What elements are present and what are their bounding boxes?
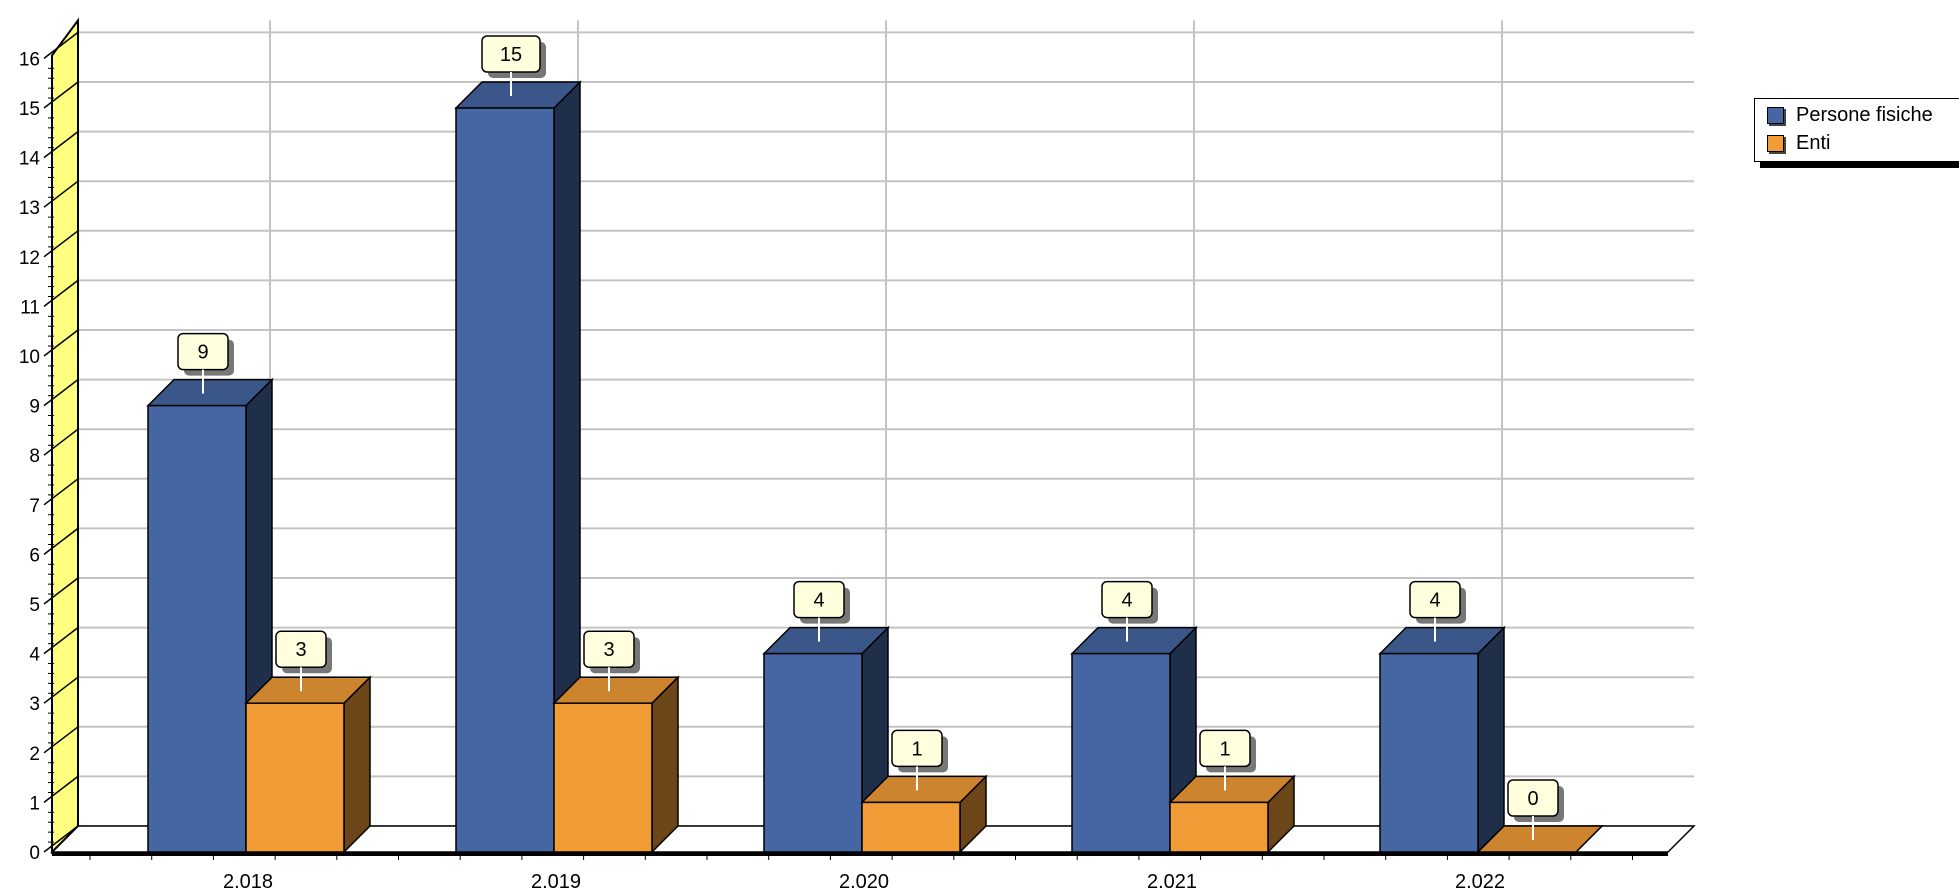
y-tick-label: 8 xyxy=(29,446,40,467)
bar-persone-fisiche xyxy=(1379,652,1479,853)
x-tick-label: 2.018 xyxy=(223,871,273,892)
y-tick-label: 12 xyxy=(19,248,40,269)
y-major-tick xyxy=(43,31,79,59)
legend-label: Persone fisiche xyxy=(1796,103,1933,126)
y-tick-label: 13 xyxy=(19,198,40,219)
y-tick-label: 3 xyxy=(29,694,40,715)
y-tick-label: 15 xyxy=(19,99,40,120)
data-labels: 9 3 15 3 4 1 4 1 4 0 xyxy=(177,35,1564,840)
bar-enti xyxy=(1169,801,1269,853)
chart-bars xyxy=(146,80,1604,854)
legend-item-enti: Enti xyxy=(1767,131,1830,155)
bar-persone-fisiche xyxy=(1071,652,1171,853)
y-major-tick xyxy=(43,180,79,208)
x-tick-label: 2.019 xyxy=(531,871,581,892)
y-tick-label: 2 xyxy=(29,744,40,765)
data-label-enti: 1 xyxy=(911,738,922,760)
data-label-enti: 0 xyxy=(1527,788,1538,810)
data-label-enti: 3 xyxy=(603,639,614,661)
bar-side-enti xyxy=(651,675,679,854)
bar-persone-fisiche xyxy=(455,107,555,853)
data-label-persone-fisiche: 4 xyxy=(813,590,824,612)
data-label-persone-fisiche: 4 xyxy=(1429,590,1440,612)
y-major-tick xyxy=(43,676,79,704)
y-major-tick xyxy=(43,627,79,655)
bar-enti xyxy=(245,702,345,853)
y-tick-label: 7 xyxy=(29,496,40,517)
y-major-tick xyxy=(43,428,79,456)
bar-persone-fisiche xyxy=(763,652,863,853)
data-label-persone-fisiche: 15 xyxy=(500,44,522,66)
data-label-persone-fisiche: 9 xyxy=(197,342,208,364)
y-tick-label: 10 xyxy=(19,347,40,368)
bar-side-enti xyxy=(343,675,371,854)
y-major-tick xyxy=(43,329,79,357)
y-major-tick xyxy=(43,81,79,109)
y-tick-label: 11 xyxy=(20,297,40,318)
y-major-tick xyxy=(43,775,79,803)
y-tick-label: 16 xyxy=(19,49,40,70)
y-major-tick xyxy=(43,577,79,605)
y-tick-label: 5 xyxy=(29,595,40,616)
bar-side-persone-fisiche xyxy=(1477,625,1505,854)
y-major-tick xyxy=(43,726,79,754)
y-major-tick xyxy=(43,131,79,159)
legend-swatch-persone-fisiche xyxy=(1767,106,1784,124)
chart-legend: Persone fisiche Enti xyxy=(1754,98,1959,162)
y-major-tick xyxy=(43,279,79,307)
y-tick-label: 0 xyxy=(29,843,40,864)
bar-enti xyxy=(861,801,961,853)
legend-item-persone-fisiche: Persone fisiche xyxy=(1767,103,1933,127)
y-tick-label: 9 xyxy=(29,397,40,418)
x-tick-label: 2.020 xyxy=(839,871,889,892)
y-tick-label: 14 xyxy=(19,149,41,170)
y-major-tick xyxy=(43,230,79,258)
y-major-tick xyxy=(43,527,79,555)
data-label-enti: 1 xyxy=(1219,738,1230,760)
y-major-tick xyxy=(43,379,79,407)
bar-enti xyxy=(553,702,653,853)
legend-label: Enti xyxy=(1796,131,1831,154)
data-label-persone-fisiche: 4 xyxy=(1121,590,1132,612)
y-major-tick xyxy=(43,825,79,853)
legend-swatch-enti xyxy=(1767,134,1784,152)
x-tick-label: 2.021 xyxy=(1147,871,1197,892)
bar-top-enti xyxy=(1476,825,1604,853)
bar-persone-fisiche xyxy=(147,404,247,853)
y-tick-label: 4 xyxy=(29,645,40,666)
y-axis-wall xyxy=(51,17,79,855)
data-label-enti: 3 xyxy=(295,639,306,661)
y-major-tick xyxy=(43,478,79,506)
x-tick-label: 2.022 xyxy=(1455,871,1505,892)
y-tick-label: 1 xyxy=(29,793,40,814)
x-axis-labels: 2.018 2.019 2.020 2.021 2.022 xyxy=(89,854,1633,892)
y-tick-label: 6 xyxy=(29,545,40,566)
